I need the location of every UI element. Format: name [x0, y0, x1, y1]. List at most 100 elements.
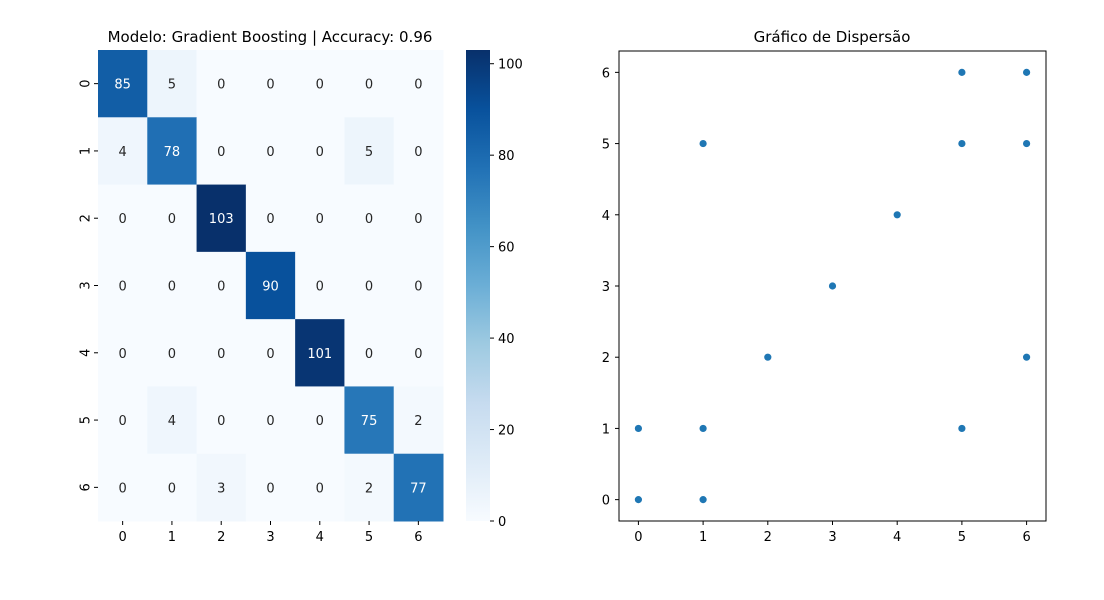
- x-tick-label: 4: [316, 530, 324, 545]
- heatmap-cell: [98, 117, 148, 186]
- colorbar-tick-label: 0: [498, 515, 506, 530]
- scatter-y-tick-label: 0: [602, 494, 610, 509]
- y-tick-label: 2: [79, 214, 94, 222]
- scatter-y-ticks: 0 1 2 3 4 5 6: [602, 66, 619, 509]
- heatmap-cell: [393, 50, 444, 118]
- heatmap-cell-label: 0: [316, 280, 324, 295]
- y-tick-label: 0: [79, 80, 94, 88]
- heatmap-cell-label: 0: [266, 347, 274, 362]
- heatmap-cell: [245, 117, 296, 186]
- heatmap-cell-label: 0: [266, 414, 274, 429]
- heatmap-cell: [98, 50, 148, 118]
- heatmap-cell-label: 0: [316, 145, 324, 160]
- heatmap-cell: [295, 453, 345, 522]
- colorbar-gradient: [466, 50, 490, 521]
- heatmap-cell-label: 0: [168, 280, 176, 295]
- scatter-point: [1022, 67, 1031, 77]
- heatmap-cell: [196, 251, 247, 320]
- heatmap-cell-label: 0: [119, 280, 127, 295]
- heatmap-cell-label: 0: [217, 78, 225, 93]
- x-tick-label: 3: [266, 530, 274, 545]
- heatmap-cell: [393, 319, 444, 387]
- heatmap-cell-label: 0: [414, 280, 422, 295]
- heatmap-cell-label: 0: [365, 78, 373, 93]
- heatmap-cell-label: 103: [209, 212, 234, 227]
- x-tick-label: 5: [365, 530, 373, 545]
- heatmap-cell-label: 4: [119, 145, 127, 160]
- heatmap-cell: [196, 453, 247, 522]
- heatmap-cell: [393, 251, 444, 320]
- heatmap-cell: [295, 251, 345, 320]
- colorbar-ticks: 0 20 40 60 80 100: [490, 58, 523, 530]
- heatmap-cell-label: 0: [316, 414, 324, 429]
- heatmap-cell-label: 4: [168, 414, 176, 429]
- scatter-point: [634, 495, 643, 505]
- heatmap-cell: [245, 453, 296, 522]
- heatmap-cell-label: 77: [410, 481, 427, 496]
- heatmap-cell: [147, 251, 198, 320]
- heatmap-cell: [295, 386, 345, 455]
- heatmap-cell-label: 0: [365, 347, 373, 362]
- y-tick-label: 6: [79, 483, 94, 491]
- heatmap-cell-label: 101: [307, 347, 332, 362]
- heatmap-cell-label: 0: [119, 347, 127, 362]
- heatmap-cell: [344, 453, 395, 522]
- heatmap-cell: [393, 184, 444, 253]
- heatmap-cell-label: 2: [414, 414, 422, 429]
- colorbar: 0 20 40 60 80 100: [466, 50, 523, 530]
- heatmap-cell-label: 0: [316, 481, 324, 496]
- heatmap-cells: 85 5 0 0 0 0 0 4 78 0 0 0 5 0 0 0 103 0 0 0 0 0 0 0 90 0 0 0 0 0 0 0 101…: [98, 50, 444, 522]
- heatmap-cell: [98, 386, 148, 455]
- heatmap-cell: [98, 251, 148, 320]
- scatter-x-ticks: 0 1 2 3 4 5 6: [634, 521, 1031, 545]
- heatmap-cell: [245, 184, 296, 253]
- heatmap-cell-label: 2: [365, 481, 373, 496]
- scatter-x-tick-label: 3: [828, 530, 836, 545]
- heatmap-cell: [147, 50, 198, 118]
- scatter-point: [634, 424, 643, 433]
- heatmap-cell-label: 0: [365, 212, 373, 227]
- heatmap-cell-label: 85: [114, 78, 131, 93]
- y-tick-label: 4: [79, 349, 94, 357]
- heatmap-cell: [196, 386, 247, 455]
- heatmap-cell: [393, 386, 444, 455]
- scatter-points: [634, 67, 1031, 505]
- heatmap-cell-label: 0: [266, 212, 274, 227]
- colorbar-tick-label: 80: [498, 149, 515, 164]
- heatmap-cell-label: 0: [266, 78, 274, 93]
- heatmap-cell-label: 0: [316, 212, 324, 227]
- scatter-point: [828, 281, 837, 291]
- scatter-point: [698, 424, 708, 433]
- heatmap-cell: [344, 117, 395, 186]
- heatmap-cell-label: 78: [164, 145, 181, 160]
- heatmap-cell-label: 0: [119, 212, 127, 227]
- colorbar-tick-label: 100: [498, 58, 523, 73]
- x-tick-label: 0: [119, 530, 127, 545]
- scatter-plot: Gráfico de Dispersão 0 1 2 3 4 5 6 0 1 2 3 4 5 6: [602, 28, 1047, 545]
- heatmap-cell: [393, 117, 444, 186]
- heatmap-cell: [295, 50, 345, 118]
- heatmap-cell: [196, 117, 247, 186]
- scatter-point: [698, 139, 708, 148]
- heatmap-cell-label: 0: [365, 280, 373, 295]
- heatmap-cell-label: 0: [266, 481, 274, 496]
- scatter-y-tick-label: 4: [602, 209, 610, 224]
- heatmap-cell-label: 3: [217, 481, 225, 496]
- heatmap-cell-label: 0: [217, 347, 225, 362]
- scatter-x-tick-label: 2: [764, 530, 772, 545]
- y-tick-label: 5: [79, 416, 94, 424]
- heatmap-cell-label: 0: [119, 414, 127, 429]
- scatter-x-tick-label: 1: [699, 530, 707, 545]
- heatmap-cell-label: 0: [414, 347, 422, 362]
- scatter-x-tick-label: 5: [958, 530, 966, 545]
- heatmap-cell: [344, 319, 395, 387]
- y-tick-label: 3: [79, 281, 94, 289]
- scatter-point: [1022, 139, 1031, 148]
- heatmap-cell: [147, 117, 198, 186]
- scatter-point: [1022, 352, 1031, 362]
- colorbar-tick-label: 40: [498, 332, 515, 347]
- heatmap-cell-label: 5: [168, 78, 176, 93]
- x-tick-label: 1: [168, 530, 176, 545]
- scatter-y-tick-label: 1: [602, 422, 610, 437]
